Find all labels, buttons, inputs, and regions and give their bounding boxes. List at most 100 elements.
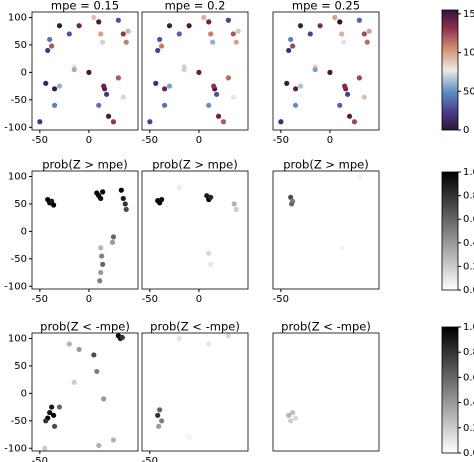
point: [119, 334, 125, 340]
point: [327, 69, 333, 75]
y-tick-label: 100: [8, 12, 27, 23]
point: [213, 91, 220, 97]
colorbar-tick-label: 0.2: [463, 261, 474, 272]
point: [101, 396, 107, 402]
colorbar-tick-label: 0: [463, 125, 469, 136]
point: [155, 412, 161, 418]
y-tick-label: 100: [8, 333, 27, 344]
point: [204, 193, 210, 199]
colorbar-tick-label: 1.0: [463, 322, 474, 333]
point: [98, 31, 104, 37]
point: [225, 333, 231, 339]
colorbar-tick-label: 0.8: [463, 191, 474, 202]
point: [56, 83, 63, 89]
point: [176, 335, 182, 342]
point: [208, 31, 214, 37]
point: [37, 119, 43, 125]
x-tick-label: -50: [32, 456, 48, 462]
point: [356, 75, 362, 81]
panel-title: prob(Z > mpe): [42, 158, 128, 172]
point: [110, 437, 117, 443]
point: [96, 442, 102, 449]
point: [339, 31, 345, 37]
axes-frame: [272, 170, 380, 290]
point: [125, 28, 131, 34]
point: [51, 102, 58, 108]
point: [288, 194, 294, 200]
point: [156, 423, 162, 429]
point: [317, 23, 323, 29]
point: [206, 341, 212, 347]
point: [278, 119, 284, 125]
colorbar-tick-label: 0.4: [463, 398, 474, 409]
point: [98, 195, 104, 202]
point: [71, 67, 77, 73]
x-tick-label: 0: [196, 294, 202, 305]
point: [96, 19, 102, 25]
panel-title: mpe = 0.2: [165, 0, 226, 13]
x-tick-label: -50: [273, 294, 289, 305]
point: [120, 94, 126, 100]
y-tick-label: -100: [4, 281, 27, 292]
point: [101, 83, 107, 89]
y-tick-label: -100: [4, 122, 27, 133]
axes-frame: [141, 170, 249, 290]
point: [157, 407, 163, 413]
point: [122, 201, 128, 207]
panel-title: mpe = 0.15: [51, 0, 119, 13]
axes-frame: [141, 332, 249, 452]
point: [208, 261, 214, 267]
x-tick-label: -50: [142, 294, 158, 305]
y-tick-label: -50: [11, 416, 27, 427]
point: [337, 19, 343, 25]
colorbar-tick-label: 150: [463, 9, 474, 20]
colorbar-tick-label: 0.6: [463, 214, 474, 225]
point: [71, 379, 77, 385]
point: [115, 75, 121, 81]
x-tick-label: -50: [32, 294, 48, 305]
x-tick-label: -50: [142, 456, 158, 462]
x-tick-label: -50: [32, 135, 48, 146]
point: [342, 83, 348, 89]
point: [289, 201, 295, 207]
point: [233, 39, 239, 45]
point: [100, 261, 106, 267]
point: [45, 47, 51, 54]
colorbar-tick-label: 0.0: [463, 285, 474, 296]
point: [123, 206, 129, 213]
x-tick-label: 0: [86, 294, 92, 305]
point: [115, 17, 121, 23]
point: [196, 69, 202, 75]
panel-title: prob(Z < -mpe): [281, 320, 371, 334]
point: [290, 409, 296, 416]
point: [186, 434, 192, 440]
point: [109, 239, 116, 245]
point: [50, 202, 57, 208]
point: [206, 19, 212, 25]
point: [153, 80, 159, 86]
x-tick-label: 0: [196, 135, 202, 146]
colorbar-tick-label: 0.0: [463, 448, 474, 459]
point: [332, 14, 338, 21]
y-tick-label: -50: [11, 95, 27, 106]
point: [230, 31, 236, 37]
point: [98, 245, 104, 251]
panel-title: prob(Z < -mpe): [40, 320, 130, 334]
point: [235, 28, 241, 34]
point: [364, 39, 370, 45]
point: [159, 43, 165, 49]
y-tick-label: 100: [8, 171, 27, 182]
point: [344, 91, 351, 97]
point: [100, 189, 106, 195]
point: [47, 409, 53, 416]
colorbar-tick-label: 0.8: [463, 347, 474, 358]
panel-title: mpe = 0.25: [292, 0, 360, 13]
point: [42, 445, 48, 451]
point: [337, 102, 343, 108]
x-tick-label: 0: [327, 135, 333, 146]
point: [286, 47, 292, 54]
y-tick-label: -100: [4, 443, 27, 454]
y-tick-label: 50: [14, 199, 27, 210]
x-tick-label: 0: [86, 135, 92, 146]
point: [292, 86, 299, 92]
